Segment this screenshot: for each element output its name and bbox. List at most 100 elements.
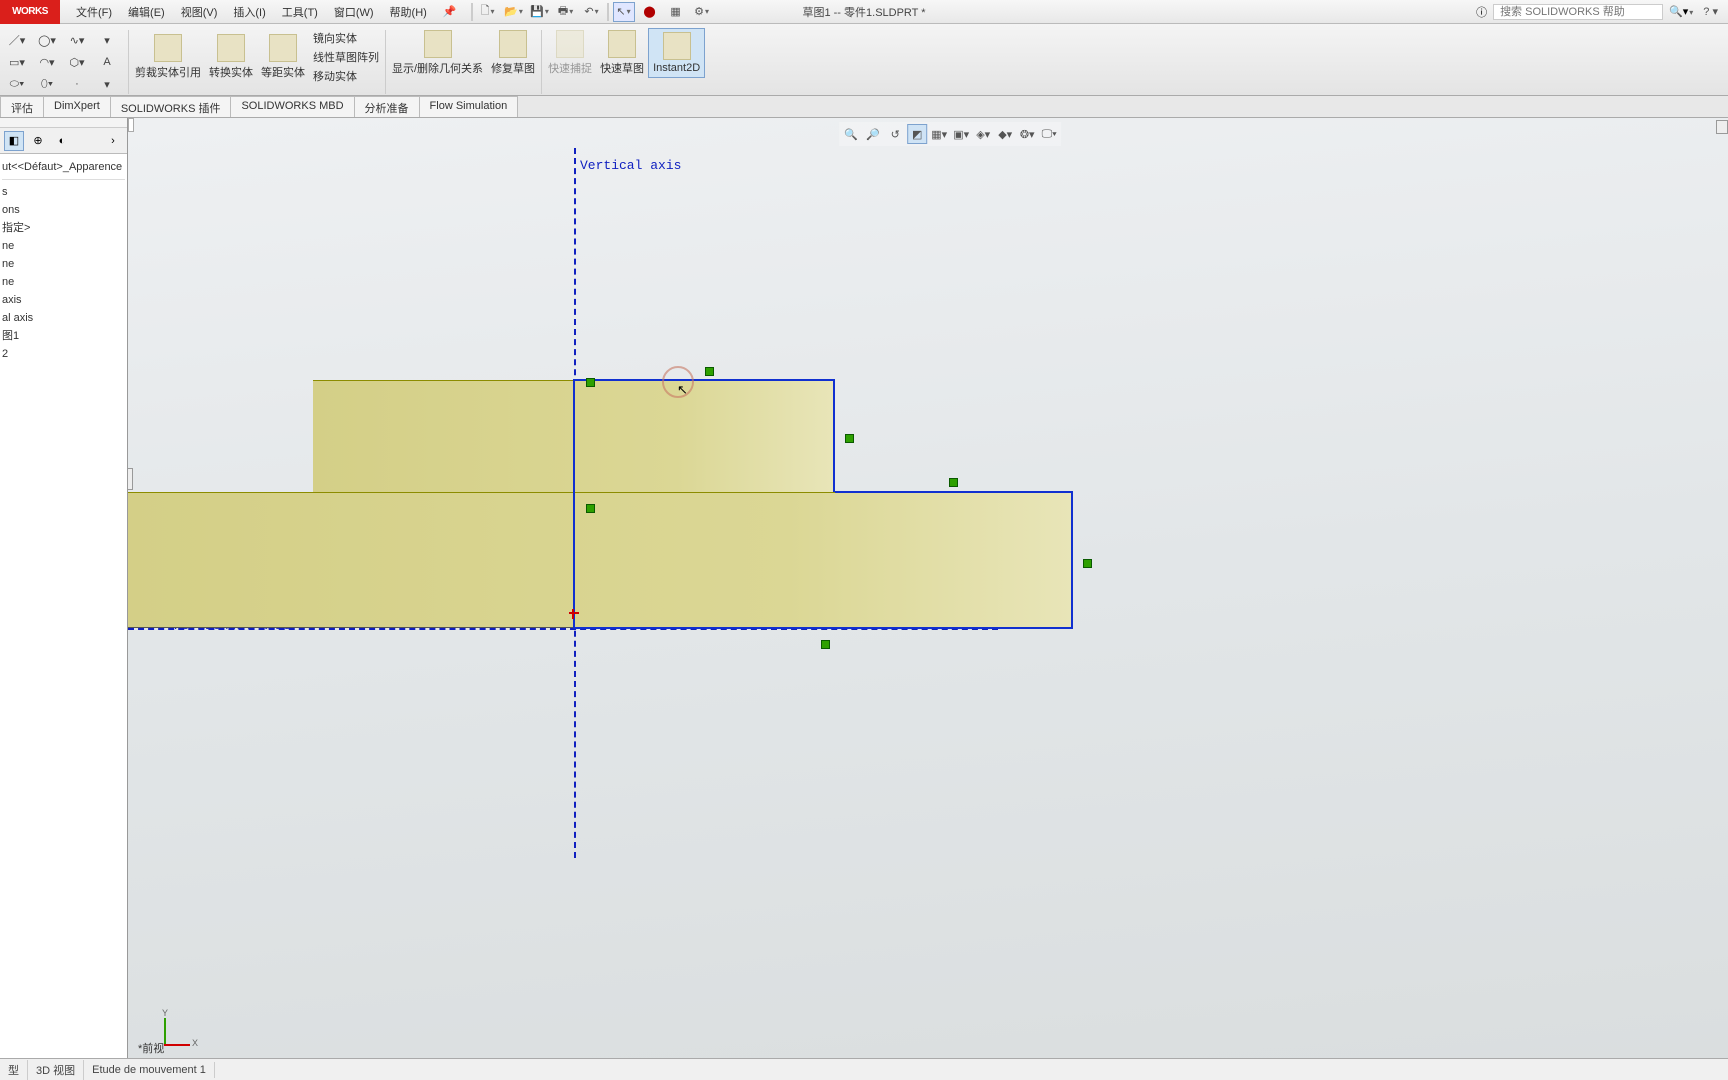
instant2d-button[interactable]: Instant2D [648,28,705,78]
point-icon[interactable]: · [64,74,90,94]
tab-addins[interactable]: SOLIDWORKS 插件 [110,96,232,117]
tree-item[interactable]: ne [2,255,125,273]
tab-mbd[interactable]: SOLIDWORKS MBD [230,96,354,117]
sketch-seg-step-v[interactable] [833,379,835,492]
zoom-area-icon[interactable]: 🔎 [863,124,883,144]
tree-item[interactable]: 图1 [2,327,125,345]
circle-icon[interactable]: ◯▾ [34,30,60,50]
slot-icon[interactable]: ⬭▾ [4,74,30,94]
pin-icon[interactable]: 📌 [443,5,457,18]
repair-sketch-button[interactable]: 修复草图 [487,28,539,78]
apply-scene-icon[interactable]: ❂▾ [1017,124,1037,144]
tree-item[interactable]: al axis [2,309,125,327]
previous-view-icon[interactable]: ↺ [885,124,905,144]
property-manager-tab-icon[interactable]: ⊕ [28,131,48,151]
options-icon[interactable]: ▦ [665,2,687,22]
relation-marker[interactable] [586,378,595,387]
expand-icon[interactable]: › [103,131,123,151]
line-icon[interactable]: ／▾ [4,30,30,50]
save-icon[interactable]: 💾 [529,2,551,22]
view-settings-icon[interactable]: 🖵▾ [1039,124,1059,144]
tree-top-node[interactable]: ut<<Défaut>_Apparence Et [2,158,125,180]
help-bubble-icon[interactable]: ⓘ [1476,4,1487,20]
tab-flowsim[interactable]: Flow Simulation [419,96,519,117]
linear-pattern-button[interactable]: 线性草图阵列 [313,49,379,65]
tree-item[interactable]: ne [2,273,125,291]
rebuild-icon[interactable]: ⬤ [639,2,661,22]
dropdown-icon[interactable]: ▾ [94,74,120,94]
task-pane-handle[interactable] [1716,120,1728,134]
tree-item[interactable]: axis [2,291,125,309]
status-tab-3dview[interactable]: 3D 视图 [28,1060,84,1080]
edit-appearance-icon[interactable]: ◆▾ [995,124,1015,144]
sketch-seg-top[interactable] [574,379,835,381]
relation-marker[interactable] [1083,559,1092,568]
panel-handle[interactable] [0,118,127,128]
open-icon[interactable]: 📂 [503,2,525,22]
sketch-seg-bottom[interactable] [574,627,1073,629]
rectangle-icon[interactable]: ▭▾ [4,52,30,72]
polygon-icon[interactable]: ⬡▾ [64,52,90,72]
graphics-viewport[interactable]: 🔍 🔎 ↺ ◩ ▦▾ ▣▾ ◈▾ ◆▾ ❂▾ 🖵▾ Vertical axis … [128,118,1728,1058]
ellipse-icon[interactable]: ⬯▾ [34,74,60,94]
relation-marker[interactable] [821,640,830,649]
menu-help[interactable]: 帮助(H) [384,2,433,22]
label: 移动实体 [313,68,357,84]
menu-view[interactable]: 视图(V) [175,2,224,22]
ribbon-col-pattern: 镜向实体 线性草图阵列 移动实体 [309,28,383,86]
tree-item[interactable]: 2 [2,345,125,363]
zoom-fit-icon[interactable]: 🔍 [841,124,861,144]
config-manager-tab-icon[interactable]: ◐ [52,131,72,151]
section-view-icon[interactable]: ◩ [907,124,927,144]
menu-edit[interactable]: 编辑(E) [122,2,171,22]
new-icon[interactable]: 🗋 [477,2,499,22]
move-button[interactable]: 移动实体 [313,68,379,84]
settings-icon[interactable]: ⚙ [691,2,713,22]
menu-tools[interactable]: 工具(T) [276,2,324,22]
tab-evaluate[interactable]: 评估 [0,96,44,117]
tab-analysis[interactable]: 分析准备 [354,96,420,117]
sketch-seg-right[interactable] [1071,491,1073,628]
print-icon[interactable]: 🖶 [555,2,577,22]
status-tab-motion[interactable]: Etude de mouvement 1 [84,1062,215,1078]
quick-snap-button[interactable]: 快速捕捉 [544,28,596,78]
tree-item[interactable]: ons [2,201,125,219]
status-tab-model[interactable]: 型 [0,1060,28,1080]
tab-dimxpert[interactable]: DimXpert [43,96,111,117]
feature-tree-tab-icon[interactable]: ◧ [4,131,24,151]
tree-item[interactable]: 指定> [2,219,125,237]
hide-show-icon[interactable]: ◈▾ [973,124,993,144]
flyout-tree-handle[interactable] [128,118,134,132]
relation-marker[interactable] [845,434,854,443]
search-input[interactable] [1493,4,1663,20]
arc-icon[interactable]: ◠▾ [34,52,60,72]
relation-marker[interactable] [949,478,958,487]
display-style-icon[interactable]: ▣▾ [951,124,971,144]
spline-icon[interactable]: ∿▾ [64,30,90,50]
help-icon[interactable]: ? ▾ [1699,5,1722,18]
menu-file[interactable]: 文件(F) [70,2,118,22]
trim-button[interactable]: 剪裁实体引用 [131,28,205,86]
convert-button[interactable]: 转换实体 [205,28,257,86]
rapid-sketch-button[interactable]: 快速草图 [596,28,648,78]
sketch-seg-left[interactable] [573,379,575,629]
menu-window[interactable]: 窗口(W) [328,2,380,22]
separator [541,30,542,94]
mirror-button[interactable]: 镜向实体 [313,30,379,46]
relation-marker[interactable] [705,367,714,376]
menu-insert[interactable]: 插入(I) [227,2,271,22]
panel-collapse-handle[interactable] [128,468,133,490]
show-relations-button[interactable]: 显示/删除几何关系 [388,28,487,78]
search-icon[interactable]: 🔍▾ [1669,5,1693,18]
view-orientation-icon[interactable]: ▦▾ [929,124,949,144]
select-icon[interactable]: ↖ [613,2,635,22]
tree-item[interactable]: s [2,183,125,201]
relation-marker[interactable] [586,504,595,513]
text-icon[interactable]: A [94,52,120,72]
tree-item[interactable]: ne [2,237,125,255]
dropdown-icon[interactable]: ▾ [94,30,120,50]
offset-button[interactable]: 等距实体 [257,28,309,86]
undo-icon[interactable]: ↶ [581,2,603,22]
sketch-seg-step-h[interactable] [835,491,1073,493]
sketch-entity-tools: ／▾ ◯▾ ∿▾ ▾ ▭▾ ◠▾ ⬡▾ A ⬭▾ ⬯▾ · ▾ [0,28,126,96]
